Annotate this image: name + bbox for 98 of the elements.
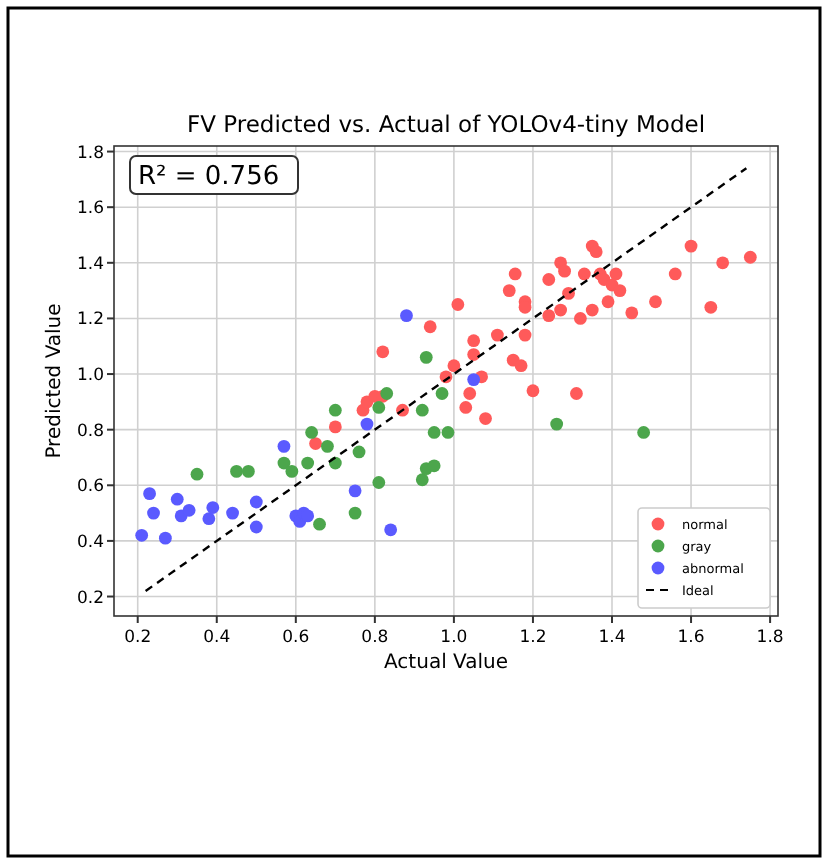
point: [277, 456, 291, 470]
point: [400, 309, 413, 323]
point: [348, 484, 362, 498]
y-tick-label: 1.8: [76, 143, 104, 164]
point: [467, 373, 481, 387]
point: [490, 328, 504, 342]
point: [301, 456, 315, 470]
point: [415, 473, 429, 487]
point: [637, 426, 651, 439]
point: [514, 359, 528, 373]
point: [376, 345, 390, 359]
point: [447, 359, 461, 373]
x-tick-label: 0.8: [361, 628, 389, 648]
point: [285, 464, 299, 478]
x-tick-label: 1.0: [440, 628, 468, 648]
point: [423, 320, 437, 334]
y-axis-title: Predicted Value: [44, 303, 66, 459]
y-tick-label: 0.4: [76, 532, 104, 553]
point: [305, 426, 319, 439]
point: [467, 348, 481, 361]
point: [613, 284, 627, 298]
point: [435, 387, 449, 400]
point: [415, 403, 429, 417]
y-tick-label: 0.2: [76, 588, 104, 609]
point: [147, 506, 160, 520]
point: [479, 412, 492, 425]
x-tick-label: 1.4: [598, 628, 626, 648]
point: [348, 506, 362, 520]
point: [649, 295, 662, 309]
point: [573, 312, 587, 325]
point: [601, 295, 615, 309]
point: [143, 487, 156, 501]
point: [459, 401, 473, 414]
x-tick-label: 0.2: [124, 628, 152, 648]
x-tick-label: 0.6: [282, 628, 310, 648]
point: [321, 439, 334, 453]
point: [716, 256, 730, 270]
point: [589, 245, 603, 259]
point: [467, 334, 481, 348]
point: [441, 426, 455, 439]
point: [550, 417, 564, 431]
point: [668, 267, 682, 281]
point: [542, 273, 556, 286]
point: [625, 306, 639, 320]
point: [372, 476, 386, 489]
point: [577, 267, 591, 281]
point: [502, 284, 516, 298]
point: [182, 503, 196, 517]
x-axis-title: Actual Value: [384, 652, 508, 674]
point: [419, 350, 433, 364]
annotation: R² = 0.756: [138, 162, 280, 192]
point: [542, 309, 556, 323]
point: [249, 495, 263, 509]
y-tick-label: 1.2: [76, 310, 104, 331]
point: [360, 417, 374, 431]
point: [384, 523, 398, 537]
point: [372, 401, 386, 414]
point: [230, 464, 243, 478]
point: [170, 492, 184, 506]
point: [202, 512, 216, 526]
chart-title: FV Predicted vs. Actual of YOLOv4-tiny Model: [186, 110, 706, 138]
point: [309, 437, 322, 450]
point: [135, 528, 149, 542]
point: [743, 250, 757, 264]
point: [277, 439, 291, 453]
point: [684, 239, 698, 253]
point: [328, 420, 342, 434]
x-tick-label: 1.8: [756, 628, 784, 648]
point: [451, 298, 465, 311]
point: [249, 520, 263, 534]
point: [570, 387, 583, 400]
point: [585, 303, 599, 317]
y-tick-label: 0.6: [76, 477, 104, 498]
y-tick-label: 1.6: [76, 199, 104, 220]
x-tick-label: 1.2: [519, 628, 547, 648]
point: [190, 467, 204, 481]
point: [558, 264, 571, 278]
point: [704, 300, 718, 314]
point: [427, 426, 441, 439]
y-tick-label: 1.0: [76, 366, 104, 387]
point: [526, 384, 540, 398]
y-tick-label: 0.8: [76, 421, 104, 442]
x-tick-label: 0.4: [203, 628, 231, 648]
x-tick-label: 1.6: [677, 628, 705, 648]
point: [313, 517, 326, 531]
point: [158, 531, 172, 545]
point: [427, 459, 441, 473]
y-tick-label: 1.4: [76, 254, 104, 275]
point: [328, 403, 342, 417]
point: [226, 506, 239, 520]
point: [508, 267, 522, 281]
point: [241, 464, 255, 478]
point: [463, 387, 477, 400]
point: [609, 267, 623, 281]
point: [206, 501, 220, 514]
point: [518, 328, 532, 342]
point: [352, 445, 366, 459]
point: [554, 303, 568, 317]
